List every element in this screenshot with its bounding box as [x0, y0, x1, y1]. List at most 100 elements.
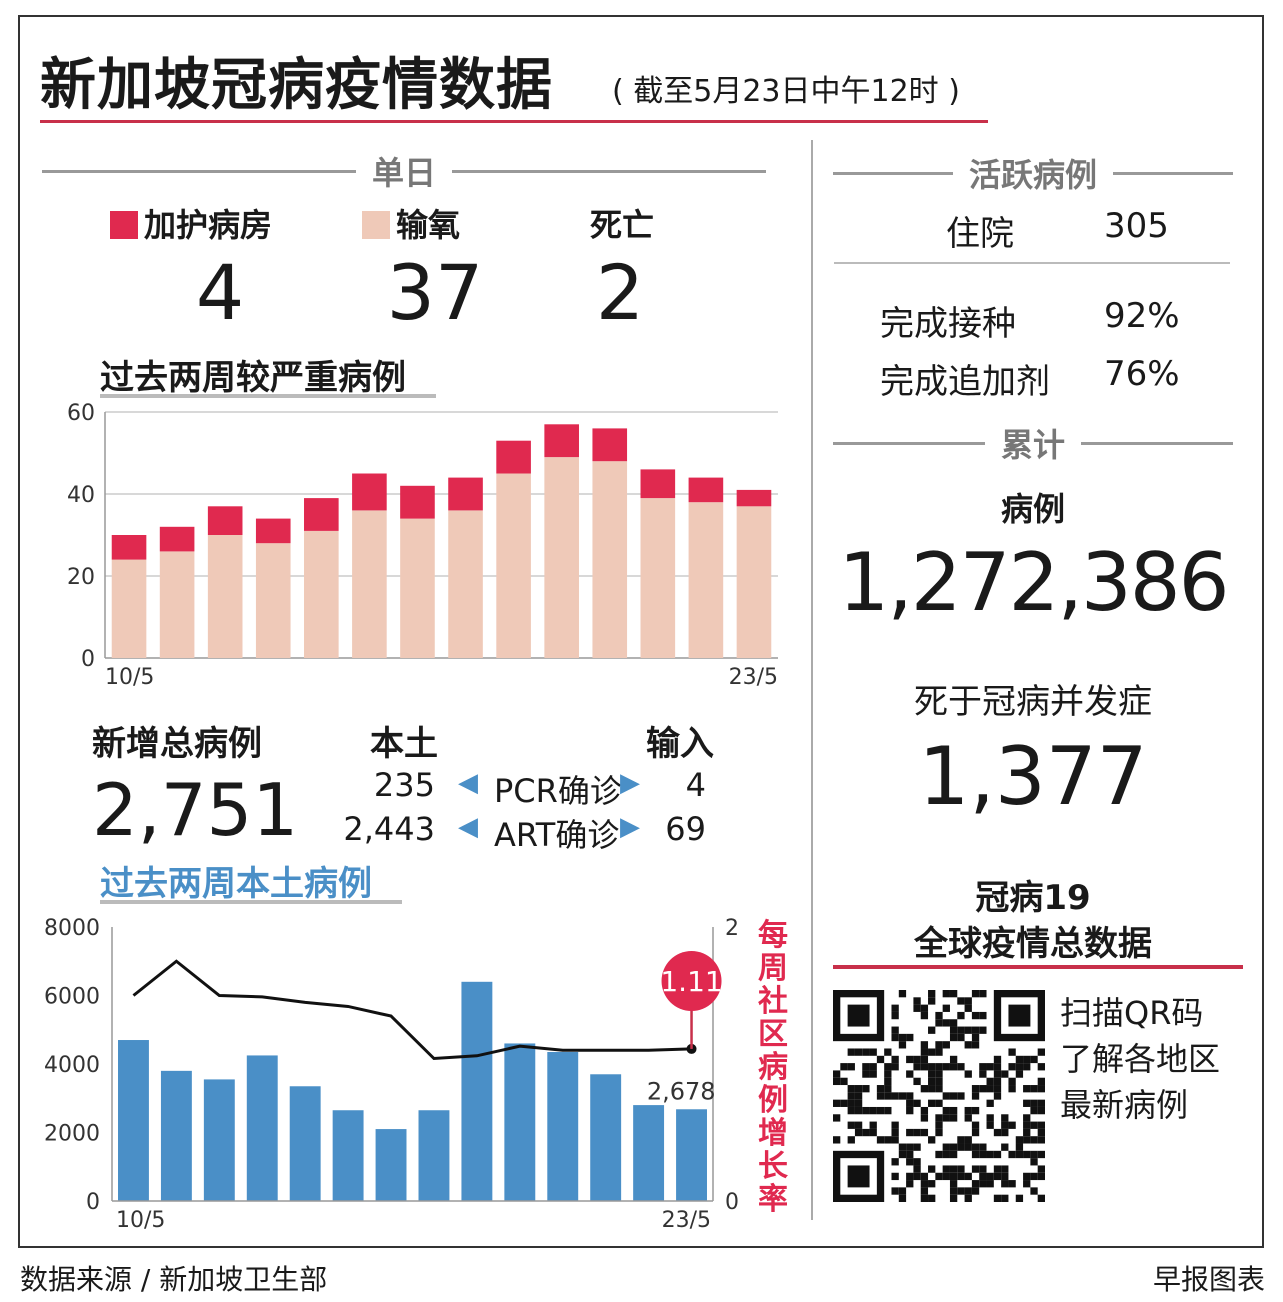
qr-module — [949, 1194, 958, 1202]
cumulative-cases-value: 1,272,386 — [838, 536, 1229, 629]
qr-module — [957, 1143, 965, 1151]
bar-segment — [352, 510, 387, 658]
qr-module — [847, 1048, 855, 1056]
global-title-line1: 冠病19 — [975, 878, 1091, 918]
qr-module — [833, 1077, 841, 1086]
bar-segment — [159, 526, 195, 552]
booster-value: 76% — [1104, 354, 1180, 394]
qr-line1: 扫描QR码 — [1060, 994, 1204, 1032]
qr-module — [928, 1026, 936, 1034]
new-total-label: 新增总病例 — [92, 724, 262, 764]
qr-module — [971, 1150, 980, 1159]
qr-module — [993, 1128, 1002, 1137]
qr-module — [1015, 1150, 1024, 1159]
qr-module — [1037, 1048, 1045, 1056]
qr-module — [957, 997, 965, 1005]
qr-module — [1023, 1128, 1031, 1137]
qr-module — [891, 1092, 899, 1100]
qr-module — [920, 1172, 929, 1181]
y2-axis-label-char: 例 — [758, 1083, 788, 1118]
qr-module — [1008, 1150, 1016, 1159]
qr-module — [935, 1121, 943, 1129]
qr-module — [935, 1150, 943, 1159]
qr-module — [957, 1136, 965, 1144]
qr-module — [971, 1121, 980, 1129]
qr-module — [1015, 1070, 1024, 1078]
qr-module — [1030, 1055, 1038, 1064]
bar — [118, 1040, 149, 1201]
qr-module — [898, 1033, 907, 1042]
qr-module — [1023, 1099, 1031, 1107]
qr-module — [986, 1180, 994, 1188]
y2-axis-label-char: 率 — [758, 1182, 788, 1217]
bar-segment — [159, 551, 195, 658]
qr-finder-core — [847, 1004, 870, 1027]
bar-segment — [736, 506, 772, 658]
qr-module — [854, 1128, 863, 1137]
qr-module — [920, 1194, 929, 1202]
pcr-import-value: 4 — [685, 766, 706, 804]
death-value: 2 — [595, 248, 645, 337]
y-tick-label: 0 — [81, 647, 95, 672]
severe-heading-underline — [100, 394, 436, 398]
qr-finder-core — [847, 1165, 870, 1188]
x-tick-label: 23/5 — [662, 1208, 711, 1233]
qr-module — [906, 1092, 914, 1100]
qr-module — [1015, 1136, 1024, 1144]
qr-module — [840, 1063, 848, 1071]
qr-module — [964, 1114, 972, 1122]
qr-module — [928, 1194, 936, 1202]
bar-segment — [544, 424, 579, 458]
qr-module — [949, 1106, 958, 1115]
qr-module — [898, 1150, 907, 1159]
vaccinated-value: 92% — [1104, 296, 1180, 336]
qr-module — [1037, 1121, 1045, 1129]
qr-module — [869, 1121, 877, 1129]
qr-line2: 了解各地区 — [1060, 1040, 1221, 1078]
infographic-frame — [18, 15, 1264, 1248]
qr-module — [891, 1128, 899, 1137]
qr-module — [979, 1172, 987, 1181]
qr-module — [986, 1121, 994, 1129]
qr-module — [891, 1026, 899, 1034]
qr-module — [928, 1165, 936, 1173]
qr-module — [949, 1172, 958, 1181]
qr-module — [913, 1172, 921, 1181]
bar-segment — [111, 535, 147, 560]
qr-module — [1023, 1085, 1031, 1093]
bar-segment — [496, 440, 531, 474]
qr-module — [964, 1136, 972, 1144]
qr-module — [869, 1048, 877, 1056]
qr-module — [949, 1187, 958, 1195]
qr-module — [986, 1085, 994, 1093]
qr-module — [876, 1055, 885, 1064]
qr-module — [979, 990, 987, 998]
qr-module — [928, 1085, 936, 1093]
qr-module — [1030, 1158, 1038, 1166]
qr-module — [898, 1041, 907, 1049]
severe-chart-heading: 过去两周较严重病例 — [100, 358, 406, 398]
qr-module — [854, 1099, 863, 1107]
qr-module — [913, 1158, 921, 1166]
qr-module — [862, 1063, 870, 1071]
qr-module — [862, 1128, 870, 1137]
qr-module — [964, 1106, 972, 1115]
qr-module — [928, 1136, 936, 1144]
qr-module — [942, 990, 950, 998]
qr-module — [1015, 1055, 1024, 1064]
qr-module — [847, 1092, 855, 1100]
bar-segment — [592, 428, 628, 462]
qr-module — [935, 1041, 943, 1049]
qr-module — [979, 1011, 987, 1020]
qr-module — [928, 1180, 936, 1188]
qr-module — [971, 1165, 980, 1173]
qr-code-icon[interactable] — [833, 990, 1045, 1202]
qr-module — [906, 1099, 914, 1107]
qr-module — [869, 1128, 877, 1137]
qr-module — [833, 1136, 841, 1144]
bar — [332, 1110, 364, 1201]
qr-module — [1037, 1063, 1045, 1071]
qr-module — [964, 1004, 972, 1012]
art-import-value: 69 — [665, 810, 706, 848]
qr-module — [949, 1150, 958, 1159]
